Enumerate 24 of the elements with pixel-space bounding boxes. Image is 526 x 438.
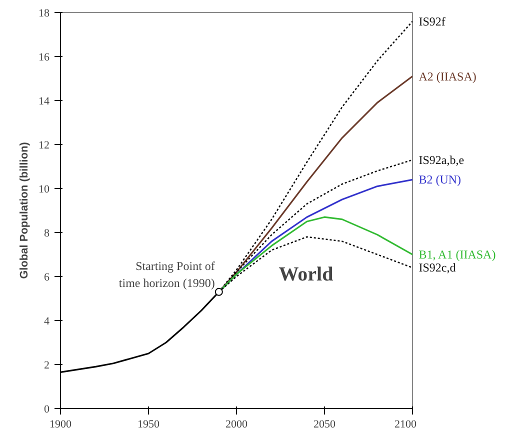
x-tick-label: 1950 bbox=[138, 418, 160, 430]
y-tick-label: 6 bbox=[44, 272, 50, 284]
y-tick-label: 10 bbox=[38, 184, 50, 196]
annotation: Starting Point of time horizon (1990) bbox=[118, 259, 215, 290]
series-label: IS92c,d bbox=[418, 260, 456, 275]
annotation: World bbox=[278, 264, 334, 286]
series-label: IS92a,b,e bbox=[418, 152, 464, 167]
series-label: A2 (IIASA) bbox=[418, 69, 476, 84]
y-tick-label: 12 bbox=[38, 140, 50, 152]
y-tick-label: 2 bbox=[44, 360, 50, 372]
x-tick-label: 1900 bbox=[50, 418, 72, 430]
series-label: B2 (UN) bbox=[418, 172, 462, 187]
x-tick-label: 2000 bbox=[226, 418, 248, 430]
y-tick-label: 14 bbox=[38, 96, 50, 108]
y-tick-label: 16 bbox=[38, 52, 50, 64]
y-tick-label: 0 bbox=[44, 404, 50, 416]
y-axis-title: Global Population (billion) bbox=[18, 142, 30, 279]
series-label: IS92f bbox=[418, 14, 446, 28]
x-tick-label: 2050 bbox=[314, 418, 336, 430]
y-tick-label: 8 bbox=[44, 228, 50, 240]
series-label: B1, A1 (IIASA) bbox=[418, 248, 496, 262]
y-tick-label: 18 bbox=[38, 8, 50, 20]
y-tick-label: 4 bbox=[44, 316, 50, 328]
x-tick-label: 2100 bbox=[394, 418, 417, 430]
